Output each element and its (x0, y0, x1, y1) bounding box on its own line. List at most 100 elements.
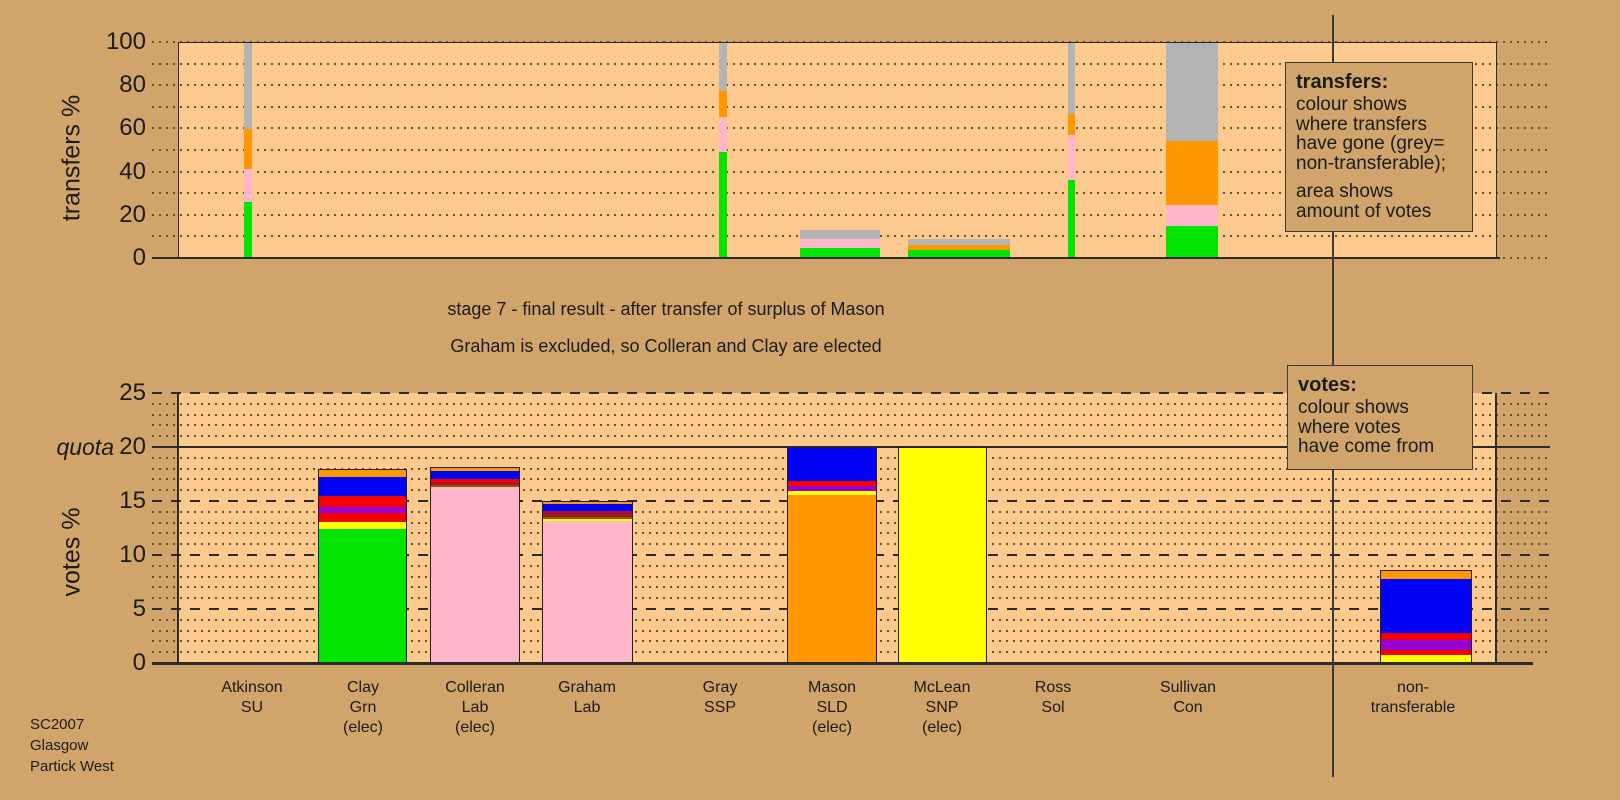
transfers-legend-text: where transfers (1296, 113, 1427, 135)
votes-gridline-dashed (152, 392, 1550, 394)
votes-y-tick-label: 20 (119, 433, 146, 460)
bar-segment-red (318, 512, 407, 523)
transfers-gridline-dotted (152, 62, 1550, 65)
bar-outline (898, 447, 987, 663)
votes-bar-non-transferable (1380, 569, 1472, 663)
category-label-line: Grn (349, 699, 377, 716)
bar-segment-yellow (542, 519, 633, 521)
transfers-y-tick-label: 0 (132, 244, 146, 271)
bar-segment-grey (1068, 42, 1075, 115)
votes-y-tick-label: 15 (119, 487, 146, 514)
source-note-election: SC2007 (30, 716, 85, 733)
category-label-line: (elec) (921, 719, 963, 736)
votes-y-tick-label: 10 (119, 541, 146, 568)
category-label: non-transferable (1371, 678, 1456, 718)
votes-y-axis-title: votes % (57, 507, 86, 597)
bar-segment-pink (430, 486, 520, 663)
bar-outline (1380, 569, 1472, 663)
bar-segment-orange (244, 129, 252, 170)
bar-segment-blue (1380, 578, 1472, 633)
bar-segment-pink (1166, 204, 1218, 227)
category-label-line: SSP (703, 699, 737, 716)
votes-bar-Graham (542, 501, 633, 663)
bar-segment-yellow (898, 447, 987, 663)
votes-bar-Colleran (430, 466, 520, 663)
votes-gridline-dotted (152, 402, 1550, 405)
category-label: Sullivan Con (1160, 678, 1216, 718)
transfers-y-axis-title: transfers % (57, 94, 86, 222)
votes-legend-title: votes: (1298, 374, 1357, 396)
bar-segment-green (908, 250, 1010, 258)
bar-segment-purple (1380, 640, 1472, 651)
votes-baseline (152, 661, 1533, 665)
bar-segment-red (787, 481, 877, 486)
source-note: SC2007 Glasgow Partick West (30, 714, 114, 777)
bar-segment-olive (430, 485, 520, 487)
bar-segment-orange (430, 466, 520, 471)
stage-caption-line-2: Graham is excluded, so Colleran and Clay… (450, 336, 882, 356)
category-label: Clay Grn (elec) (343, 678, 383, 738)
bar-segment-green (719, 152, 727, 258)
stage-caption-line-1: stage 7 - final result - after transfer … (447, 299, 885, 319)
category-label-line: McLean (913, 679, 971, 696)
transfers-bar-Gray (719, 42, 727, 258)
transfers-legend-text: colour shows (1296, 94, 1407, 115)
bar-segment-pink (542, 520, 633, 663)
bar-segment-orange (908, 244, 1010, 251)
transfers-y-tick-label: 60 (119, 114, 146, 142)
transfers-gridline-dotted (152, 127, 1550, 130)
transfers-gridline-dotted (152, 170, 1550, 173)
bar-segment-grey (908, 238, 1010, 245)
category-label: Atkinson SU (221, 678, 282, 718)
transfers-legend: transfers: colour shows where transfers … (1285, 62, 1473, 232)
votes-bar-Mason (787, 447, 877, 663)
transfers-gridline-dotted (152, 192, 1550, 195)
bar-segment-green (1068, 180, 1075, 258)
category-label: Graham Lab (558, 678, 616, 718)
category-label-line: transferable (1370, 699, 1456, 716)
bar-segment-purple (318, 507, 407, 513)
category-label-line: Clay (346, 679, 380, 696)
votes-bar-Clay (318, 468, 407, 663)
category-label: Gray SSP (703, 678, 738, 718)
bar-segment-yellow (318, 522, 407, 530)
transfers-y-tick-label: 40 (119, 157, 146, 185)
votes-y-tick-label: 5 (132, 595, 146, 622)
votes-bar-McLean (898, 447, 987, 663)
bar-segment-red (318, 495, 407, 508)
bar-segment-green (244, 201, 252, 258)
votes-gridline-dotted (152, 424, 1550, 427)
transfers-legend-text: have gone (grey= (1296, 133, 1445, 154)
bar-segment-red (430, 478, 520, 483)
bar-segment-orange (542, 501, 633, 505)
bar-outline (787, 447, 877, 663)
transfers-bar-Atkinson (244, 42, 252, 258)
bar-segment-pink (719, 116, 727, 153)
category-label-line: (elec) (454, 719, 495, 736)
votes-right-border (1495, 393, 1497, 663)
bar-segment-blue (787, 447, 877, 482)
category-label-line: Sullivan (1159, 679, 1217, 696)
bar-segment-grey (244, 42, 252, 130)
category-label-line: (elec) (342, 719, 384, 736)
transfers-legend-text: area shows (1296, 181, 1394, 202)
transfers-y-tick-label: 20 (119, 200, 146, 228)
bar-segment-orange (1166, 141, 1218, 205)
bar-segment-yellow (787, 491, 877, 495)
category-label: Colleran Lab (elec) (445, 678, 505, 738)
bar-segment-red (1380, 632, 1472, 641)
bar-segment-grey (1166, 42, 1218, 142)
votes-legend-text: where votes (1298, 416, 1401, 438)
transfers-bar-Sullivan (1166, 42, 1218, 258)
transfers-legend-text: non-transferable); (1296, 152, 1446, 174)
votes-left-border (177, 393, 179, 663)
category-label-line: non- (1396, 679, 1430, 696)
bar-segment-green (1166, 226, 1218, 258)
category-label: Mason SLD (elec) (808, 678, 856, 738)
bar-segment-grey (719, 42, 727, 91)
category-label-line: Con (1173, 699, 1203, 716)
bar-segment-blue (542, 504, 633, 512)
category-label: McLean SNP (elec) (914, 678, 971, 738)
votes-gridline-dotted (152, 413, 1550, 416)
